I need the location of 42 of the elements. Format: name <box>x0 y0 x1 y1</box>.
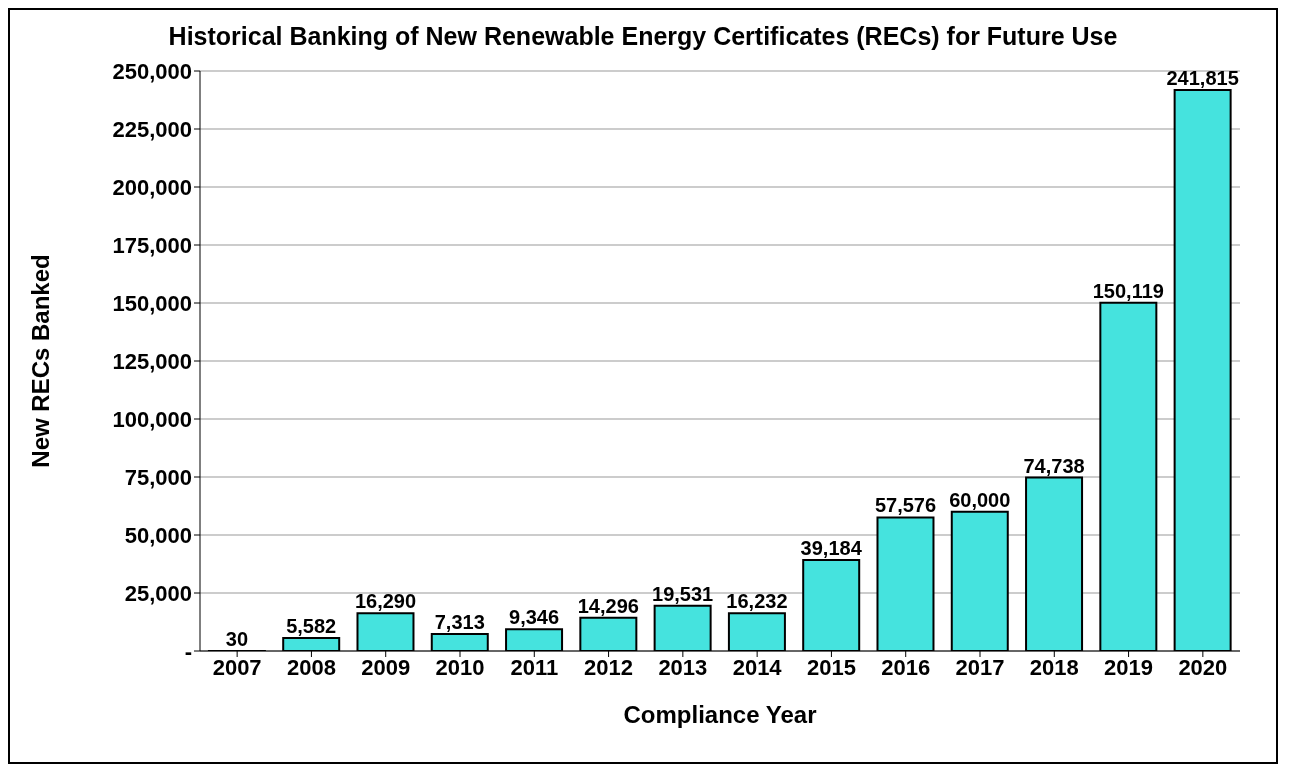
data-label: 39,184 <box>800 537 863 560</box>
x-tick-label: 2007 <box>212 654 262 680</box>
data-label: 19,531 <box>652 582 714 605</box>
data-label: 241,815 <box>1166 66 1239 89</box>
y-axis-title: New RECs Banked <box>26 254 54 468</box>
x-tick-label: 2016 <box>881 654 931 680</box>
x-axis-title: Compliance Year <box>623 701 817 728</box>
x-tick-label: 2014 <box>732 654 783 680</box>
x-tick-label: 2013 <box>658 654 708 680</box>
data-label: 14,296 <box>577 594 639 617</box>
y-tick-label: 100,000 <box>112 406 192 432</box>
x-tick-label: 2011 <box>510 654 559 680</box>
data-label: 9,346 <box>509 606 560 629</box>
data-label: 16,290 <box>354 590 417 613</box>
data-label: 16,232 <box>726 590 788 613</box>
x-tick-label: 2020 <box>1178 654 1228 680</box>
y-tick-label: 175,000 <box>112 232 192 258</box>
y-tick-label: 225,000 <box>112 116 192 142</box>
y-tick-label: 75,000 <box>124 464 192 490</box>
data-label: 30 <box>225 627 249 650</box>
y-tick-label: 25,000 <box>124 580 192 606</box>
x-tick-label: 2008 <box>286 654 336 680</box>
data-label: 57,576 <box>874 494 937 517</box>
x-tick-label: 2019 <box>1104 654 1154 680</box>
x-tick-label: 2018 <box>1029 654 1079 680</box>
data-label: 74,738 <box>1023 454 1085 477</box>
data-label: 60,000 <box>949 488 1011 511</box>
data-label: 150,119 <box>1092 279 1164 302</box>
data-label: 5,582 <box>286 615 337 638</box>
data-label: 7,313 <box>434 611 485 634</box>
y-tick-label: - <box>184 638 192 664</box>
x-tick-label: 2009 <box>361 654 411 680</box>
chart-title: Historical Banking of New Renewable Energy Certificates (RECs) for Future Use <box>167 22 1119 51</box>
x-tick-label: 2012 <box>584 654 634 680</box>
y-tick-label: 50,000 <box>124 522 192 548</box>
x-tick-label: 2015 <box>806 654 856 680</box>
y-tick-label: 200,000 <box>112 174 192 200</box>
y-tick-label: 150,000 <box>112 290 192 316</box>
y-tick-label: 250,000 <box>112 58 192 84</box>
x-tick-label: 2010 <box>435 654 485 680</box>
y-tick-label: 125,000 <box>112 348 192 374</box>
x-tick-label: 2017 <box>955 654 1005 680</box>
